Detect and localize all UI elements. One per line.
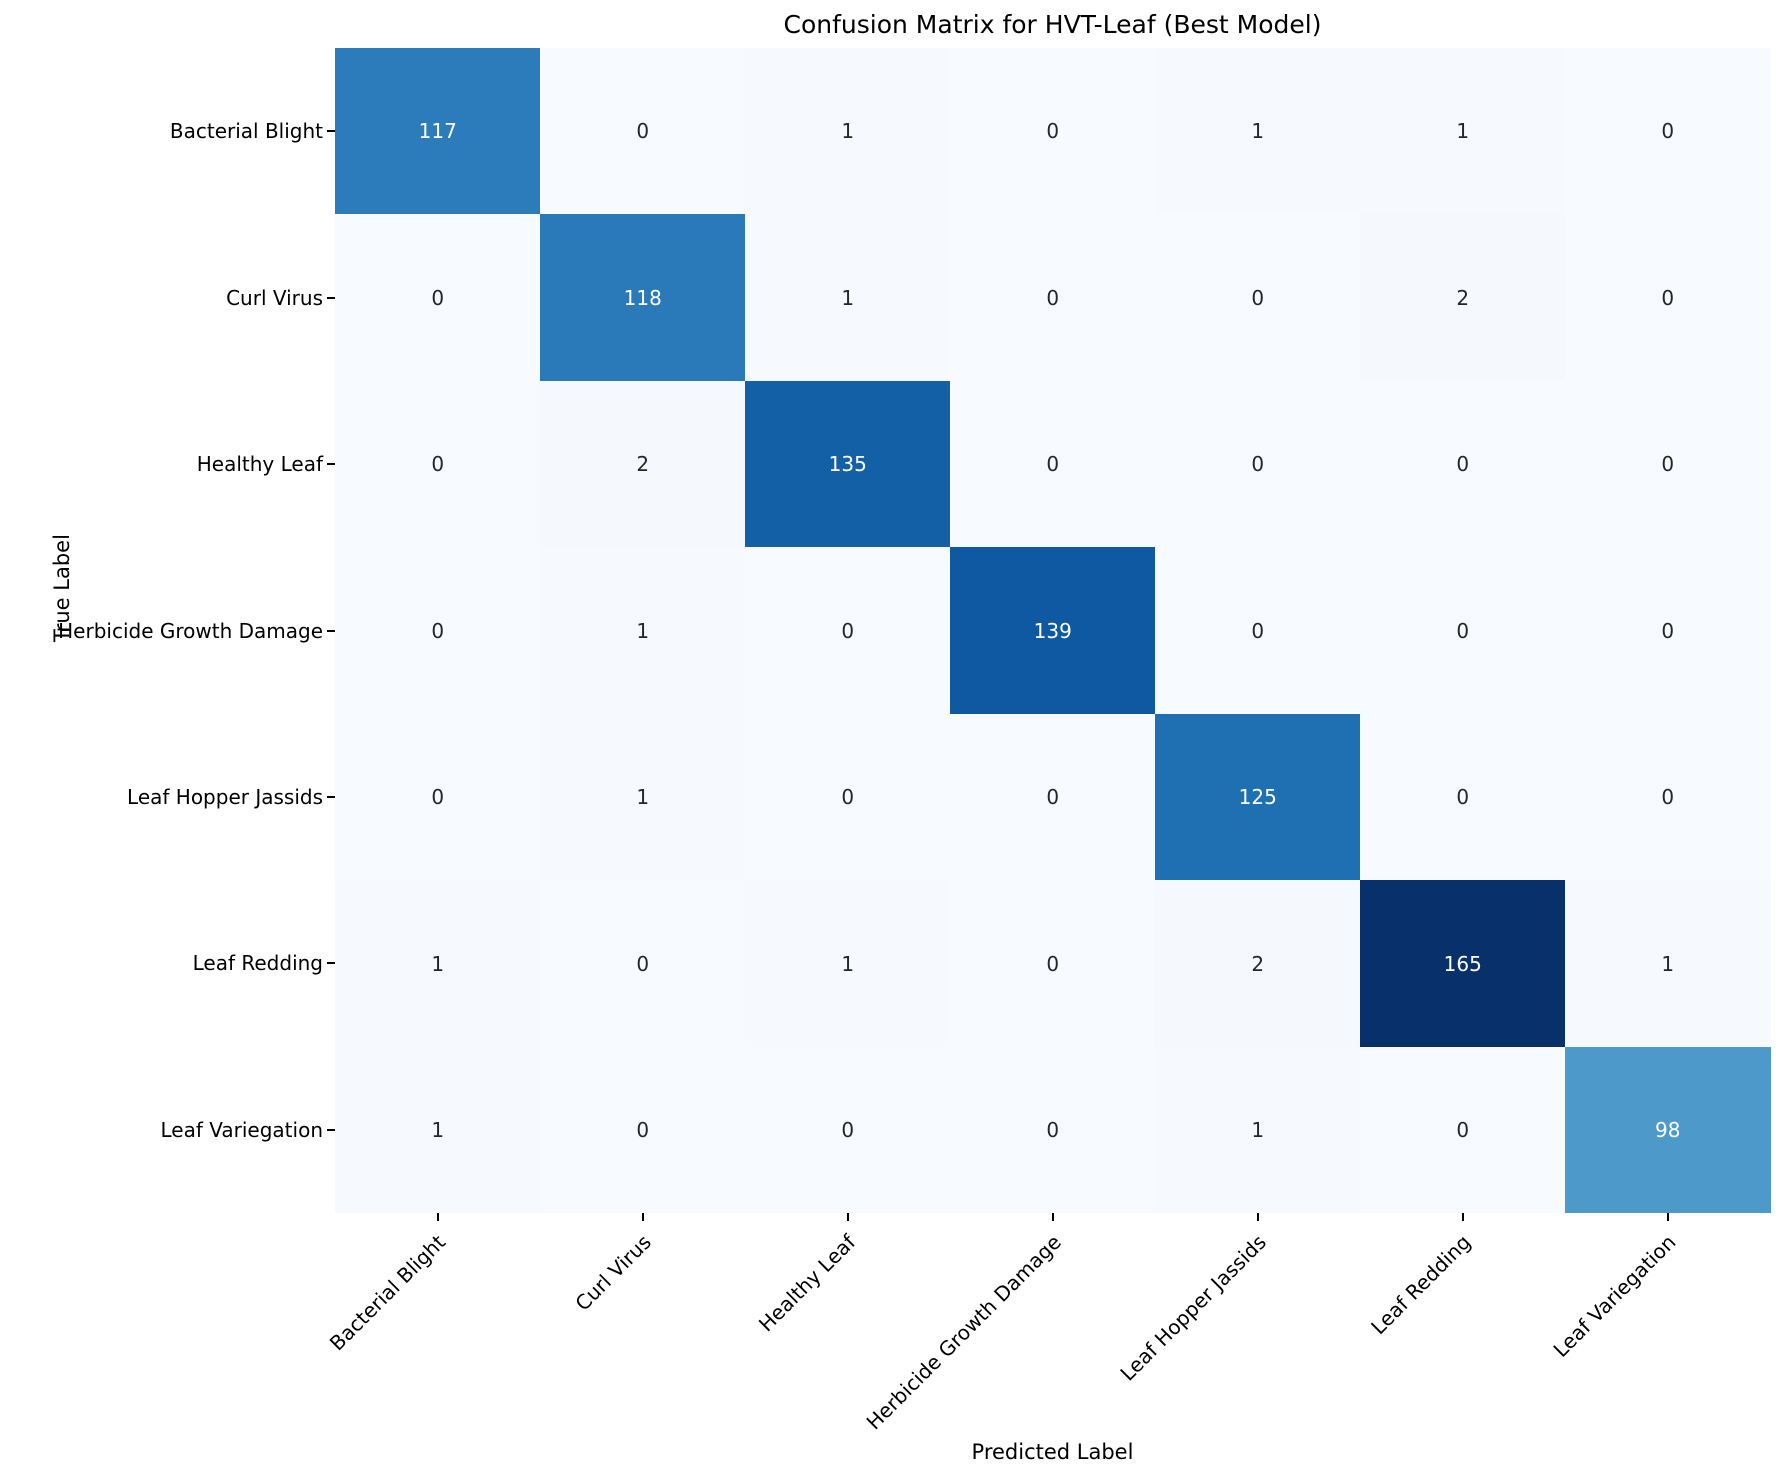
heatmap-cell: 1 <box>745 214 951 382</box>
heatmap-cell: 139 <box>950 547 1156 715</box>
heatmap-cell: 1 <box>335 880 541 1048</box>
heatmap-cell: 2 <box>540 380 746 548</box>
y-tick-label: Leaf Redding <box>192 951 323 976</box>
y-tick-mark <box>327 130 335 133</box>
heatmap-cell: 0 <box>540 1046 746 1214</box>
y-tick-label: Healthy Leaf <box>196 452 323 477</box>
x-tick-mark <box>1666 1213 1669 1221</box>
heatmap-cell: 0 <box>745 547 951 715</box>
heatmap-cell: 98 <box>1565 1046 1771 1214</box>
heatmap-cell: 0 <box>1360 713 1566 881</box>
x-tick-label: Leaf Redding <box>1366 1230 1476 1340</box>
y-tick-label: Curl Virus <box>226 285 323 310</box>
heatmap-cell: 1 <box>1155 48 1361 215</box>
heatmap-cell: 0 <box>335 713 541 881</box>
heatmap-cell: 2 <box>1360 214 1566 382</box>
heatmap-cell: 0 <box>1565 48 1771 215</box>
x-tick-label: Curl Virus <box>569 1230 656 1316</box>
heatmap-cell: 0 <box>1155 380 1361 548</box>
x-tick-mark <box>1461 1213 1464 1221</box>
heatmap-cell: 0 <box>1155 547 1361 715</box>
y-tick-label: Bacterial Blight <box>169 119 323 144</box>
y-tick-label: Leaf Variegation <box>160 1117 323 1142</box>
x-tick-label: Leaf Variegation <box>1548 1230 1681 1362</box>
chart-title: Confusion Matrix for HVT-Leaf (Best Mode… <box>783 10 1322 39</box>
heatmap-cell: 0 <box>950 713 1156 881</box>
heatmap-cell: 0 <box>335 547 541 715</box>
y-tick-mark <box>327 962 335 965</box>
heatmap-cell: 0 <box>950 880 1156 1048</box>
heatmap-cell: 135 <box>745 380 951 548</box>
heatmap-cell: 1 <box>540 713 746 881</box>
heatmap-cell: 125 <box>1155 713 1361 881</box>
x-axis-label: Predicted Label <box>971 1440 1134 1464</box>
y-tick-mark <box>327 1128 335 1131</box>
heatmap-grid: 117 0 1 0 1 1 0 0 118 1 0 0 2 0 0 2 135 0 0 0 0 0 1 0 139 0 0 0 0 1 0 0… <box>335 48 1771 1214</box>
heatmap-cell: 0 <box>540 880 746 1048</box>
y-tick-mark <box>327 296 335 299</box>
heatmap-cell: 1 <box>1360 48 1566 215</box>
heatmap-cell: 0 <box>335 214 541 382</box>
heatmap-cell: 118 <box>540 214 746 382</box>
x-tick-label: Healthy Leaf <box>754 1230 861 1337</box>
heatmap-cell: 0 <box>1565 547 1771 715</box>
x-tick-label: Herbicide Growth Damage <box>861 1230 1066 1435</box>
y-tick-mark <box>327 795 335 798</box>
heatmap-cell: 1 <box>745 48 951 215</box>
y-tick-label: Leaf Hopper Jassids <box>127 784 323 809</box>
heatmap-cell: 0 <box>1360 547 1566 715</box>
y-tick-label: Herbicide Growth Damage <box>58 618 323 643</box>
x-tick-mark <box>641 1213 644 1221</box>
heatmap-cell: 0 <box>1565 713 1771 881</box>
x-tick-mark <box>1256 1213 1259 1221</box>
x-tick-mark <box>1051 1213 1054 1221</box>
heatmap-cell: 1 <box>1155 1046 1361 1214</box>
heatmap-cell: 0 <box>950 48 1156 215</box>
heatmap-cell: 0 <box>950 380 1156 548</box>
x-tick-mark <box>846 1213 849 1221</box>
x-tick-label: Bacterial Blight <box>325 1230 451 1356</box>
x-tick-label: Leaf Hopper Jassids <box>1114 1230 1271 1386</box>
heatmap-cell: 0 <box>1565 214 1771 382</box>
heatmap-cell: 1 <box>1565 880 1771 1048</box>
heatmap-cell: 1 <box>540 547 746 715</box>
heatmap-cell: 1 <box>335 1046 541 1214</box>
heatmap-cell: 0 <box>950 1046 1156 1214</box>
heatmap-cell: 0 <box>1565 380 1771 548</box>
heatmap-cell: 0 <box>745 713 951 881</box>
heatmap-cell: 0 <box>745 1046 951 1214</box>
heatmap-cell: 2 <box>1155 880 1361 1048</box>
heatmap-cell: 0 <box>950 214 1156 382</box>
heatmap-cell: 0 <box>1155 214 1361 382</box>
y-tick-mark <box>327 629 335 632</box>
heatmap-cell: 165 <box>1360 880 1566 1048</box>
heatmap-cell: 0 <box>1360 1046 1566 1214</box>
y-tick-mark <box>327 463 335 466</box>
heatmap-cell: 0 <box>335 380 541 548</box>
heatmap-cell: 117 <box>335 48 541 215</box>
heatmap-cell: 0 <box>1360 380 1566 548</box>
heatmap-cell: 0 <box>540 48 746 215</box>
x-tick-mark <box>436 1213 439 1221</box>
heatmap-cell: 1 <box>745 880 951 1048</box>
